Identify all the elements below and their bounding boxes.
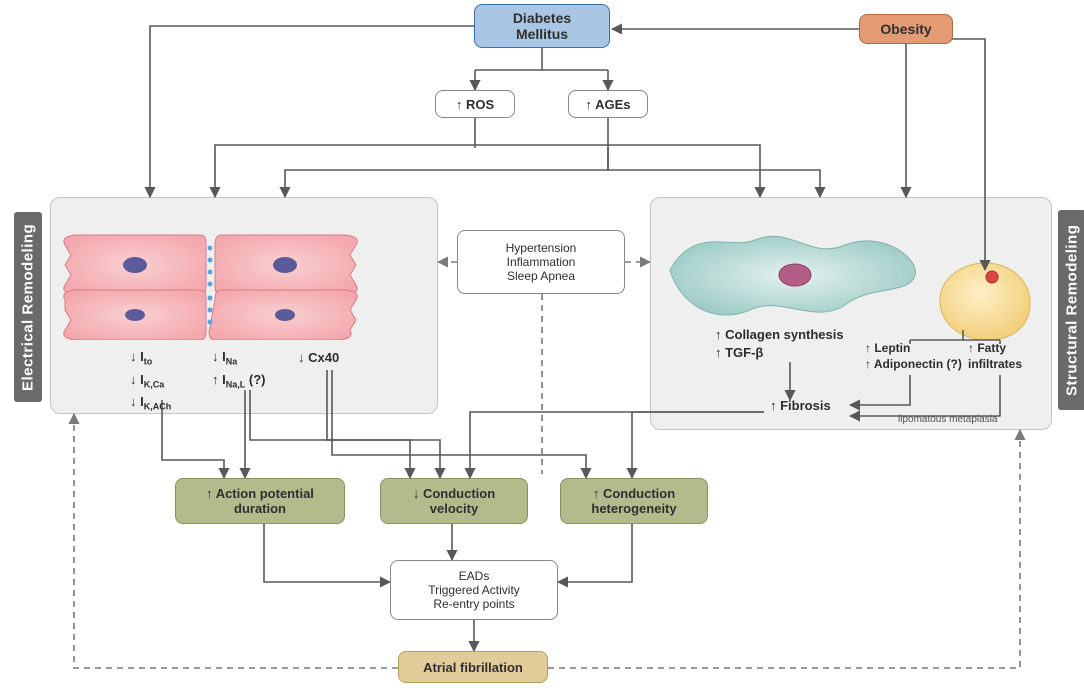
apd-2: duration	[234, 501, 286, 516]
af-node: Atrial fibrillation	[398, 651, 548, 683]
ion-col2: ↓ INa ↑ INa,L (?)	[212, 348, 265, 393]
ros-node: ↑ ROS	[435, 90, 515, 118]
ion-col1: ↓ Ito ↓ IK,Ca ↓ IK,ACh	[130, 348, 171, 416]
obesity-node: Obesity	[859, 14, 953, 44]
het-2: heterogeneity	[591, 501, 676, 516]
eads-3: Re-entry points	[433, 597, 514, 611]
diabetes-line2: Mellitus	[516, 26, 568, 42]
cv-1: ↓ Conduction	[413, 486, 495, 501]
eads-1: EADs	[459, 569, 490, 583]
obesity-text: Obesity	[880, 21, 931, 37]
comorbid-2: Inflammation	[507, 255, 576, 269]
het-node: ↑ Conduction heterogeneity	[560, 478, 708, 524]
fibroblast-illustration	[660, 210, 930, 330]
collagen-2: ↑ TGF-β	[715, 344, 844, 362]
structural-remodeling-label: Structural Remodeling	[1058, 210, 1084, 410]
adipocyte-illustration	[930, 255, 1040, 350]
fatty-1: ↑ Fatty	[968, 340, 1022, 356]
collagen-1: ↑ Collagen synthesis	[715, 326, 844, 344]
eads-node: EADs Triggered Activity Re-entry points	[390, 560, 558, 620]
apd-node: ↑ Action potential duration	[175, 478, 345, 524]
af-text: Atrial fibrillation	[423, 660, 523, 675]
comorbid-3: Sleep Apnea	[507, 269, 575, 283]
het-1: ↑ Conduction	[593, 486, 675, 501]
fatty-2: infiltrates	[968, 356, 1022, 372]
diabetes-node: Diabetes Mellitus	[474, 4, 610, 48]
adipo-label: ↑ Leptin ↑ Adiponectin (?)	[865, 340, 962, 372]
eads-2: Triggered Activity	[428, 583, 520, 597]
fatty-label: ↑ Fatty infiltrates	[968, 340, 1022, 372]
adipo-2: ↑ Adiponectin (?)	[865, 356, 962, 372]
cv-2: velocity	[430, 501, 478, 516]
adipo-1: ↑ Leptin	[865, 340, 962, 356]
lipo-label: lipomatous metaplasia	[898, 414, 998, 425]
ros-text: ↑ ROS	[456, 97, 494, 112]
comorbid-node: Hypertension Inflammation Sleep Apnea	[457, 230, 625, 294]
comorbid-1: Hypertension	[506, 241, 577, 255]
ages-node: ↑ AGEs	[568, 90, 648, 118]
electrical-remodeling-label: Electrical Remodeling	[14, 212, 42, 402]
cv-node: ↓ Conduction velocity	[380, 478, 528, 524]
fibrosis-label: ↑ Fibrosis	[770, 398, 831, 413]
apd-1: ↑ Action potential	[206, 486, 314, 501]
cardiomyocyte-illustration	[60, 210, 360, 340]
diabetes-line1: Diabetes	[513, 10, 571, 26]
ages-text: ↑ AGEs	[585, 97, 630, 112]
diagram-canvas: Electrical Remodeling Structural Remodel…	[0, 0, 1084, 699]
collagen-label: ↑ Collagen synthesis ↑ TGF-β	[715, 326, 844, 362]
cx40-label: ↓ Cx40	[298, 350, 339, 365]
